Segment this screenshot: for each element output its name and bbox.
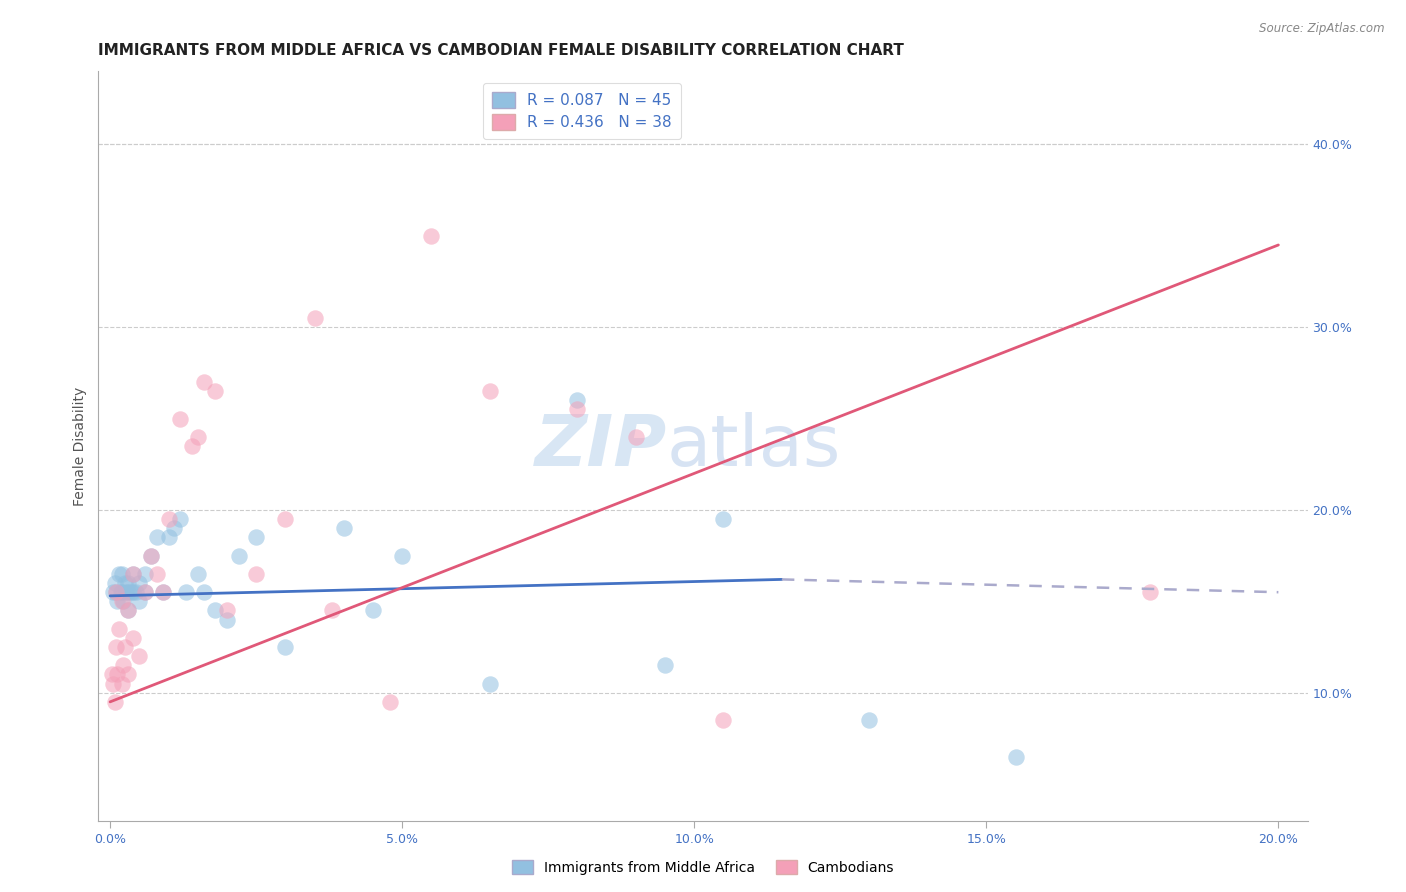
Text: Source: ZipAtlas.com: Source: ZipAtlas.com (1260, 22, 1385, 36)
Point (101, 667, 124, 681)
Point (108, 566, 131, 581)
Point (104, 585, 127, 599)
Point (114, 640, 136, 654)
Point (380, 695, 402, 709)
Point (111, 585, 134, 599)
Text: atlas: atlas (666, 411, 841, 481)
Point (169, 512, 191, 526)
Point (115, 585, 138, 599)
Point (245, 530, 267, 544)
Point (567, 393, 589, 408)
Point (215, 613, 238, 627)
Point (111, 566, 134, 581)
Point (111, 594, 134, 608)
Point (122, 566, 145, 581)
Point (654, 658, 676, 673)
Point (146, 530, 169, 544)
Point (101, 585, 124, 599)
Point (146, 566, 169, 581)
Y-axis label: Female Disability: Female Disability (73, 386, 87, 506)
Point (624, 430, 647, 444)
Point (128, 649, 150, 664)
Point (122, 631, 145, 645)
Point (120, 585, 142, 599)
Point (128, 594, 150, 608)
Point (117, 576, 139, 591)
Point (567, 402, 589, 417)
Point (174, 585, 197, 599)
Point (420, 228, 443, 243)
Text: IMMIGRANTS FROM MIDDLE AFRICA VS CAMBODIAN FEMALE DISABILITY CORRELATION CHART: IMMIGRANTS FROM MIDDLE AFRICA VS CAMBODI… (98, 43, 904, 58)
Point (215, 603, 238, 617)
Point (332, 521, 354, 535)
Point (128, 576, 150, 591)
Point (104, 576, 127, 591)
Point (104, 695, 127, 709)
Point (187, 430, 209, 444)
Point (152, 585, 174, 599)
Point (187, 566, 209, 581)
Point (713, 713, 735, 727)
Point (858, 713, 880, 727)
Point (117, 603, 139, 617)
Point (125, 585, 148, 599)
Point (108, 622, 131, 636)
Point (180, 439, 202, 453)
Point (105, 594, 128, 608)
Point (117, 603, 139, 617)
Point (304, 311, 326, 326)
Legend: Immigrants from Middle Africa, Cambodians: Immigrants from Middle Africa, Cambodian… (506, 855, 900, 880)
Point (134, 566, 156, 581)
Point (245, 566, 267, 581)
Point (169, 411, 191, 425)
Point (117, 585, 139, 599)
Point (134, 585, 156, 599)
Point (110, 585, 132, 599)
Point (134, 585, 156, 599)
Point (117, 667, 139, 681)
Point (101, 676, 124, 690)
Point (274, 512, 297, 526)
Point (122, 566, 145, 581)
Point (204, 384, 226, 399)
Point (111, 676, 134, 690)
Legend: R = 0.087   N = 45, R = 0.436   N = 38: R = 0.087 N = 45, R = 0.436 N = 38 (484, 83, 681, 139)
Point (105, 667, 128, 681)
Point (1004, 749, 1026, 764)
Point (157, 512, 180, 526)
Point (478, 676, 501, 690)
Point (361, 603, 384, 617)
Point (204, 603, 226, 617)
Point (139, 549, 162, 563)
Point (478, 384, 501, 399)
Text: ZIP: ZIP (534, 411, 666, 481)
Point (274, 640, 297, 654)
Point (122, 585, 145, 599)
Point (139, 549, 162, 563)
Point (1139, 585, 1161, 599)
Point (713, 512, 735, 526)
Point (228, 549, 250, 563)
Point (193, 585, 215, 599)
Point (157, 530, 180, 544)
Point (163, 521, 186, 535)
Point (114, 576, 136, 591)
Point (104, 640, 127, 654)
Point (152, 585, 174, 599)
Point (391, 549, 413, 563)
Point (111, 594, 134, 608)
Point (193, 375, 215, 389)
Point (104, 585, 127, 599)
Point (111, 658, 134, 673)
Point (321, 603, 343, 617)
